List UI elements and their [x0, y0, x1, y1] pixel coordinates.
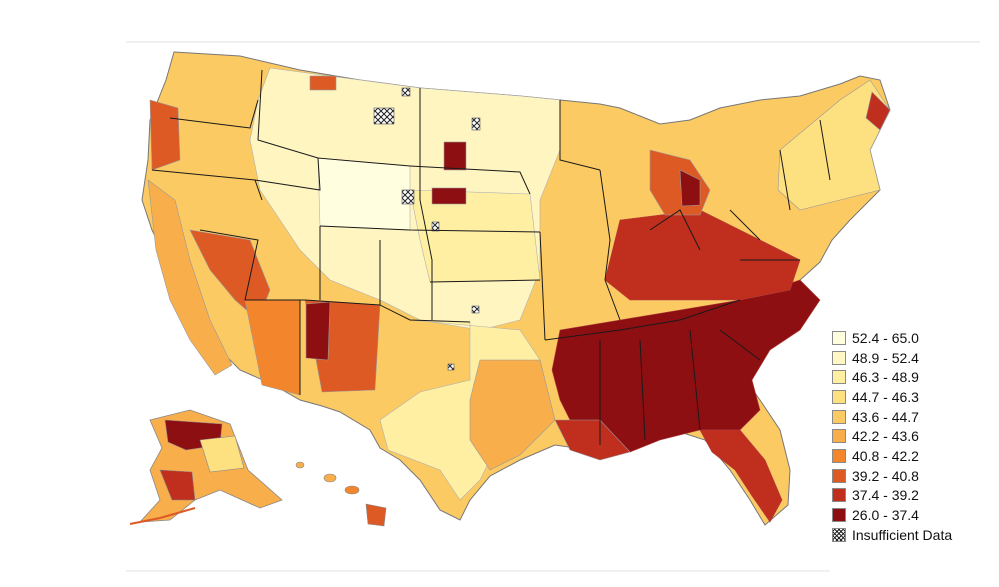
- california-coast: [147, 179, 233, 376]
- legend-swatch: [832, 389, 846, 404]
- legend-swatch: [832, 448, 846, 463]
- legend-item: 26.0 - 37.4: [832, 505, 992, 525]
- legend-item: 39.2 - 40.8: [832, 466, 992, 486]
- florida-region: [699, 429, 783, 523]
- hawaii-island: [323, 473, 337, 483]
- legend-item: 48.9 - 52.4: [832, 348, 992, 368]
- legend-item: 46.3 - 48.9: [832, 367, 992, 387]
- legend-label: 52.4 - 65.0: [852, 329, 919, 346]
- appalachia-region: [604, 209, 801, 301]
- legend-label: 46.3 - 48.9: [852, 369, 919, 386]
- louisiana-region: [554, 419, 631, 461]
- legend-swatch: [832, 468, 846, 483]
- state-boundaries: [151, 69, 831, 445]
- map-legend: 52.4 - 65.0 48.9 - 52.4 46.3 - 48.9 44.7…: [832, 328, 992, 545]
- sd-dark-county-1: [443, 141, 467, 171]
- conus-region: [141, 51, 891, 526]
- legend-swatch: [832, 429, 846, 444]
- wyoming-light: [317, 157, 411, 231]
- insufficient-data-county: [431, 221, 440, 232]
- alaska-interior-light: [199, 435, 245, 473]
- legend-item: 42.2 - 43.6: [832, 426, 992, 446]
- legend-label: 39.2 - 40.8: [852, 467, 919, 484]
- legend-swatch: [832, 508, 846, 523]
- legend-swatch: [832, 409, 846, 424]
- insufficient-data-county: [401, 189, 415, 205]
- insufficient-data-county: [471, 117, 481, 131]
- legend-item-insufficient: Insufficient Data: [832, 525, 992, 545]
- alaska-aleutians: [129, 507, 196, 525]
- mt-dark-county: [309, 75, 337, 91]
- sd-dark-county-2: [431, 187, 467, 205]
- nm-navajo-dark: [305, 301, 331, 361]
- legend-label: 40.8 - 42.2: [852, 447, 919, 464]
- legend-item: 43.6 - 44.7: [832, 407, 992, 427]
- hawaii-region: [295, 461, 387, 527]
- oregon-coast: [149, 99, 181, 171]
- legend-label: 42.2 - 43.6: [852, 428, 919, 445]
- michigan-dark: [679, 169, 701, 207]
- legend-item: 37.4 - 39.2: [832, 486, 992, 506]
- alaska-region: [129, 409, 283, 525]
- insufficient-data-county: [447, 363, 455, 371]
- legend-label: 43.6 - 44.7: [852, 408, 919, 425]
- legend-swatch: [832, 370, 846, 385]
- legend-label: 26.0 - 37.4: [852, 507, 919, 524]
- insufficient-data-county: [373, 107, 395, 125]
- legend-swatch: [832, 330, 846, 345]
- legend-label: 44.7 - 46.3: [852, 388, 919, 405]
- legend-item: 44.7 - 46.3: [832, 387, 992, 407]
- legend-swatch: [832, 350, 846, 365]
- legend-label: 37.4 - 39.2: [852, 487, 919, 504]
- hawaii-big-island: [365, 503, 387, 527]
- legend-label: 48.9 - 52.4: [852, 349, 919, 366]
- legend-item: 40.8 - 42.2: [832, 446, 992, 466]
- insufficient-data-county: [471, 305, 480, 314]
- insufficient-data-county: [401, 87, 411, 97]
- new-england-region: [777, 79, 891, 211]
- texas-east-region: [469, 359, 556, 471]
- hatch-pattern-swatch: [832, 527, 846, 542]
- legend-swatch: [832, 488, 846, 503]
- nebraska-kansas-light: [409, 189, 541, 283]
- hawaii-island: [295, 461, 305, 469]
- maine-dark: [865, 91, 891, 131]
- hawaii-island: [344, 485, 360, 495]
- alaska-southwest-dark: [159, 469, 196, 501]
- legend-item: 52.4 - 65.0: [832, 328, 992, 348]
- legend-label-insufficient: Insufficient Data: [852, 526, 953, 543]
